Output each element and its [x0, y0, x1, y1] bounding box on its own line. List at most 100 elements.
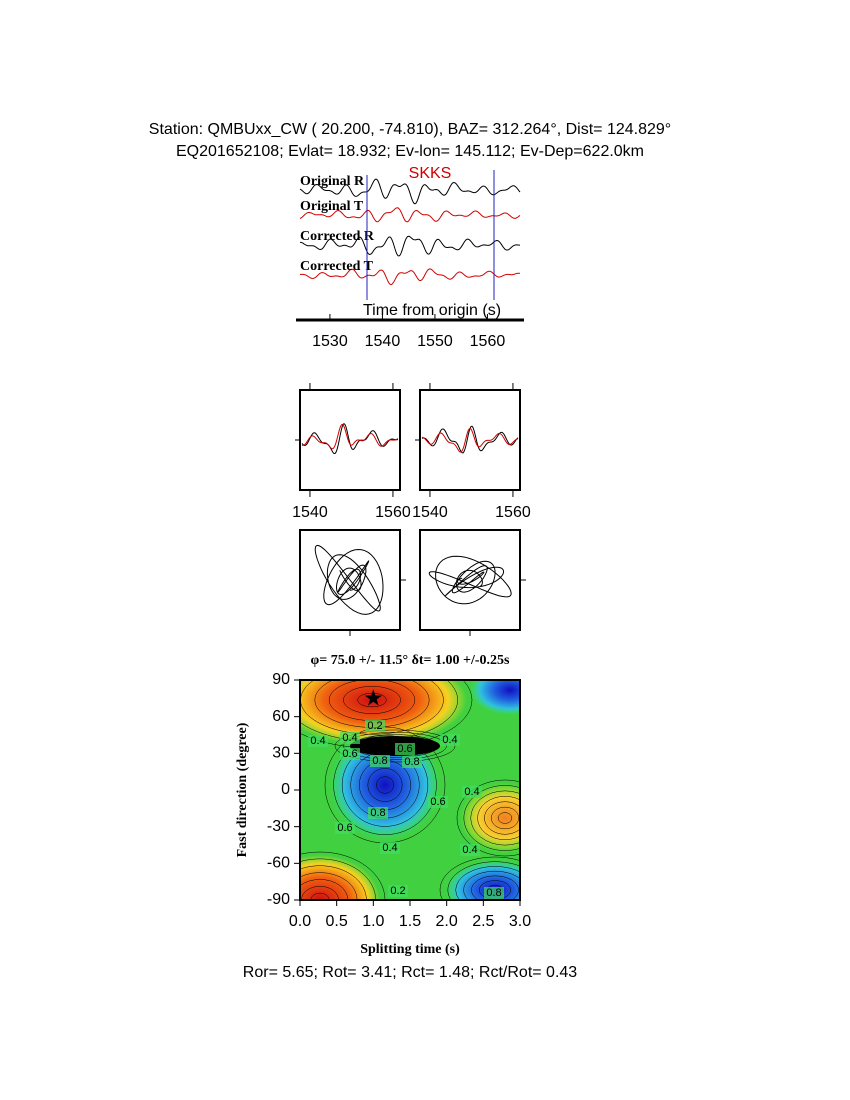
- contour: [300, 879, 349, 900]
- y-tick-label: 60: [272, 708, 290, 725]
- contour: [455, 866, 520, 900]
- panel-frame: [299, 389, 401, 491]
- low-region: [470, 680, 520, 715]
- contour-label: 0.2: [367, 720, 382, 732]
- phase-label: SKKS: [409, 165, 452, 182]
- high-region: [300, 855, 380, 900]
- contour: [463, 785, 520, 851]
- panel-frame: [419, 529, 521, 631]
- high-region: [460, 783, 520, 853]
- contour-label-bg: [368, 807, 388, 819]
- best-fit-star: [364, 689, 382, 706]
- contour-label-bg: [402, 756, 422, 768]
- contour: [484, 801, 520, 835]
- waveform: [421, 427, 519, 453]
- contour-label-bg: [340, 748, 360, 760]
- y-tick-label: -60: [267, 855, 290, 872]
- contour-label-bg: [340, 732, 360, 744]
- contour: [471, 875, 519, 900]
- waveform: [421, 425, 519, 454]
- x-tick-label: 2.5: [472, 913, 494, 930]
- grid-title: φ= 75.0 +/- 11.5° δt= 1.00 +/-0.25s: [311, 653, 511, 668]
- particle-motion: [314, 544, 384, 615]
- x-tick-label: 1560: [375, 504, 411, 521]
- contour-label: 0.6: [397, 743, 412, 755]
- contour-label: 0.4: [310, 735, 325, 747]
- contour: [447, 861, 520, 900]
- contour-label-bg: [308, 735, 328, 747]
- y-tick-label: 30: [272, 745, 290, 762]
- contour-label: 0.4: [464, 786, 479, 798]
- contour: [343, 686, 401, 714]
- x-axis-label: Time from origin (s): [363, 302, 501, 319]
- contour-label: 0.4: [342, 732, 357, 744]
- y-axis-label: Fast direction (degree): [235, 722, 250, 857]
- contour-label: 0.8: [370, 807, 385, 819]
- x-tick-label: 0.5: [326, 913, 348, 930]
- y-tick-label: 0: [281, 781, 290, 798]
- trace-label: Corrected T: [300, 259, 374, 274]
- contour-label: 0.4: [382, 842, 397, 854]
- x-tick-label: 1560: [470, 333, 506, 350]
- trace-label: Original T: [300, 199, 364, 214]
- contour-label: 0.8: [486, 887, 501, 899]
- contour-label-bg: [365, 720, 385, 732]
- contour-label: 0.6: [342, 748, 357, 760]
- contour: [439, 856, 520, 900]
- x-tick-label: 1530: [312, 333, 348, 350]
- x-tick-label: 1.0: [362, 913, 384, 930]
- station-header: Station: QMBUxx_CW ( 20.200, -74.810), B…: [149, 121, 671, 138]
- contour-map: 0.20.4 0.4 0.40.60.60.8 0.80.60.40.60.80.4 0…: [300, 680, 520, 900]
- contour: [300, 680, 458, 742]
- contour: [463, 870, 520, 900]
- x-tick-label: 3.0: [509, 913, 531, 930]
- waveform: [299, 207, 521, 223]
- contour: [300, 865, 367, 900]
- contour: [470, 790, 520, 846]
- contour-label-bg: [370, 755, 390, 767]
- contour: [300, 680, 473, 749]
- x-tick-label: 1540: [292, 504, 328, 521]
- contour: [333, 735, 437, 835]
- contour-label: 0.4: [462, 844, 477, 856]
- trace-label: Original R: [300, 174, 365, 189]
- contour-label-bg: [440, 734, 460, 746]
- x-tick-label: 1540: [412, 504, 448, 521]
- contour-label-bg: [484, 887, 504, 899]
- contour-label-bg: [460, 844, 480, 856]
- contour-label: 0.6: [337, 822, 352, 834]
- waveform: [299, 178, 521, 205]
- y-tick-label: -30: [267, 818, 290, 835]
- contour-label-bg: [428, 796, 448, 808]
- x-tick-label: 1550: [417, 333, 453, 350]
- contour: [456, 779, 520, 857]
- waveform: [300, 268, 521, 286]
- contour: [477, 796, 520, 840]
- contour-label-bg: [335, 822, 355, 834]
- x-tick-label: 1.5: [399, 913, 421, 930]
- contour: [376, 776, 394, 794]
- footer: Ror= 5.65; Rot= 3.41; Rct= 1.48; Rct/Rot…: [243, 964, 578, 981]
- contour: [300, 851, 386, 900]
- contour: [367, 768, 403, 802]
- contour-label: 0.2: [390, 885, 405, 897]
- contour-label: 0.8: [372, 755, 387, 767]
- contour-label-bg: [395, 743, 415, 755]
- contour: [360, 736, 430, 756]
- y-tick-label: 90: [272, 671, 290, 688]
- x-tick-label: 1560: [495, 504, 531, 521]
- x-tick-label: 1540: [365, 333, 401, 350]
- y-tick-label: -90: [267, 891, 290, 908]
- contour-label-bg: [380, 842, 400, 854]
- contour-label-bg: [388, 885, 408, 897]
- x-tick-label: 0.0: [289, 913, 311, 930]
- contour-label: 0.8: [404, 756, 419, 768]
- waveform: [301, 423, 399, 450]
- contour: [497, 812, 513, 824]
- contour: [310, 892, 330, 900]
- contour: [341, 743, 429, 827]
- contour: [351, 734, 439, 758]
- x-axis-label: Splitting time (s): [360, 942, 460, 957]
